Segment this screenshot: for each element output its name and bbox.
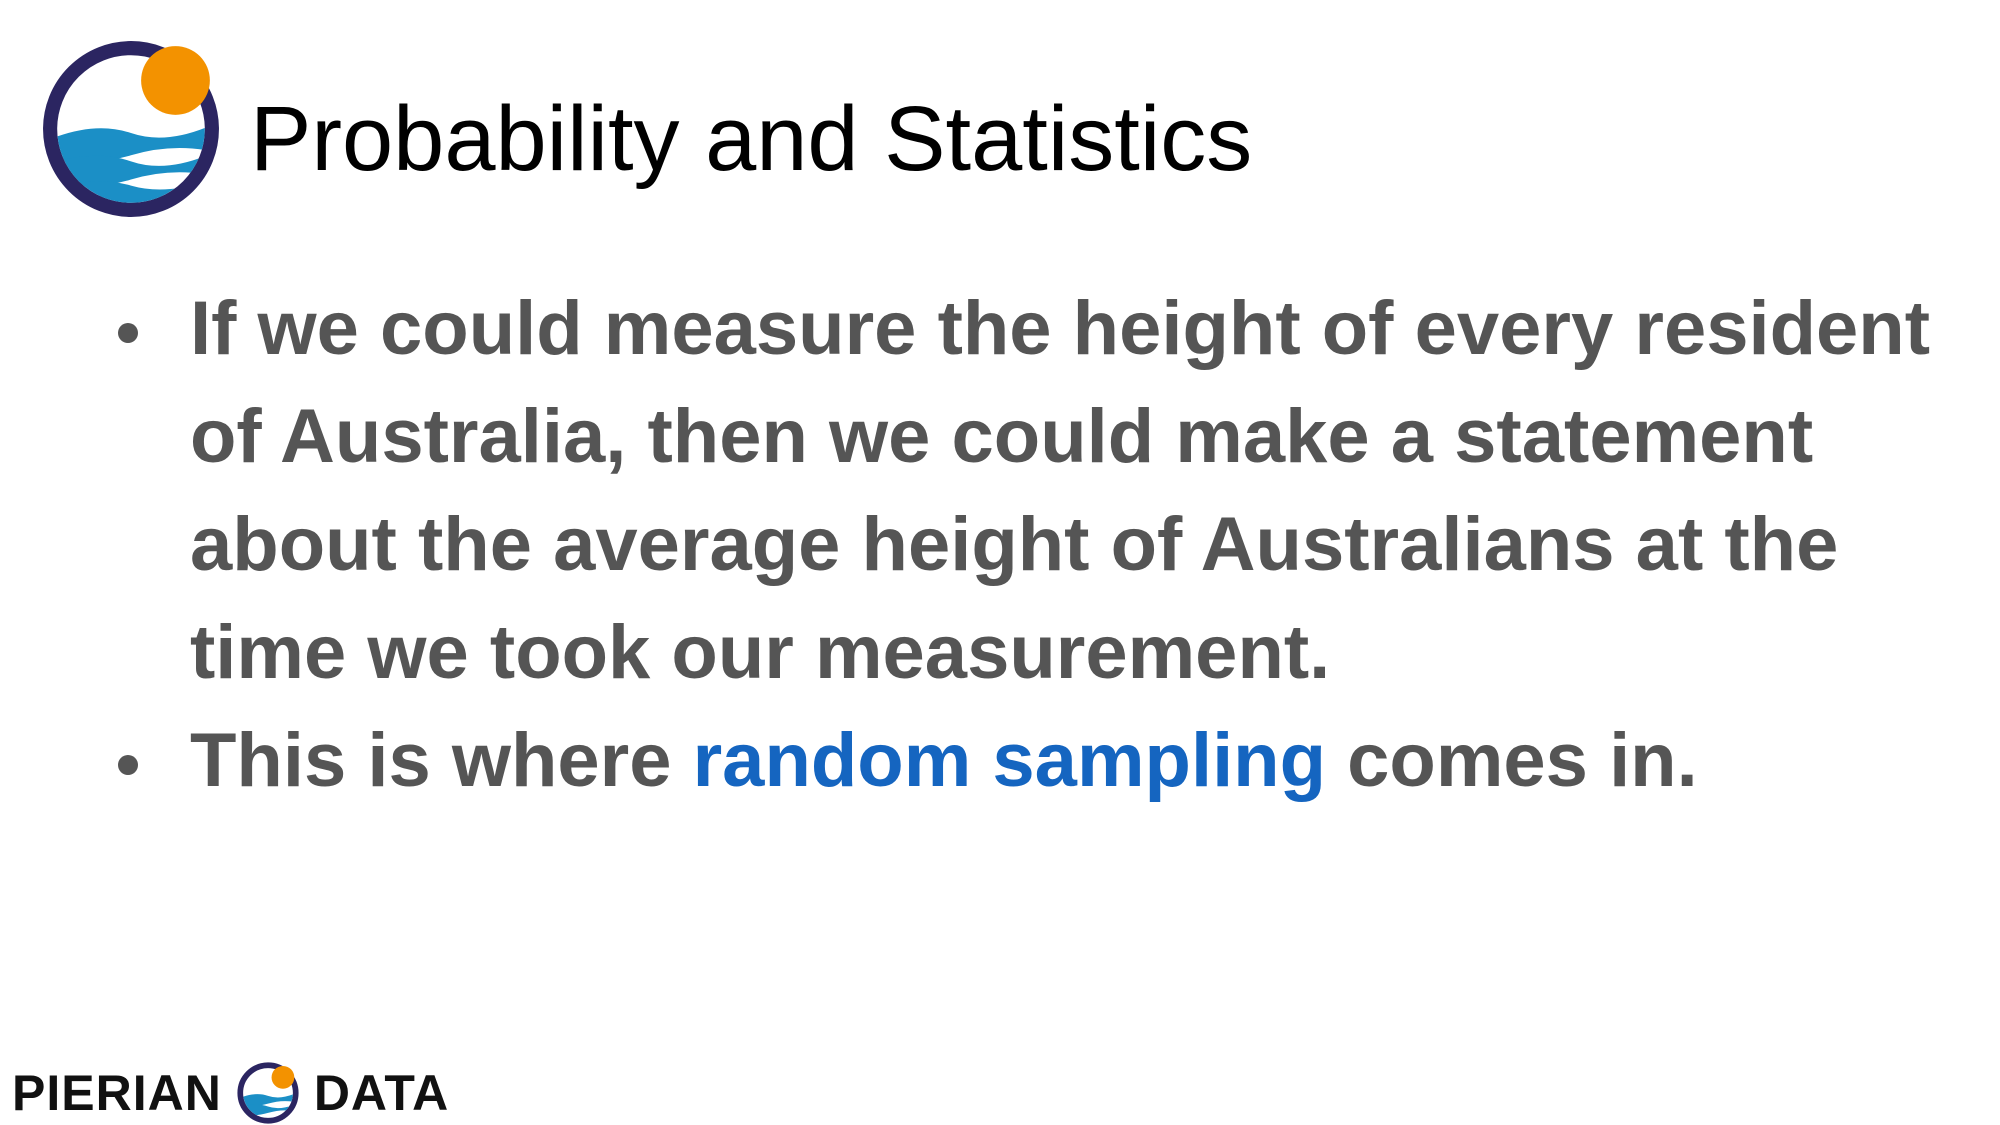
bullet-text: If we could measure the height of every … — [190, 286, 1931, 695]
brand-name-left: PIERIAN — [12, 1065, 222, 1121]
bullet-item: If we could measure the height of every … — [110, 275, 1950, 707]
bullet-item: This is where random sampling comes in. — [110, 707, 1950, 815]
pierian-data-logo-icon — [237, 1062, 299, 1124]
footer-brand: PIERIAN DATA — [12, 1058, 449, 1125]
bullet-dot — [118, 755, 138, 775]
bullet-list: If we could measure the height of every … — [110, 275, 1950, 815]
slide-title: Probability and Statistics — [250, 88, 1253, 190]
brand-name-right: DATA — [313, 1065, 450, 1121]
bullet-text-suffix: comes in. — [1326, 718, 1698, 803]
bullet-text-prefix: This is where — [190, 718, 693, 803]
bullet-dot — [118, 323, 138, 343]
highlighted-term: random sampling — [692, 718, 1327, 803]
pierian-data-logo-icon — [43, 41, 219, 217]
